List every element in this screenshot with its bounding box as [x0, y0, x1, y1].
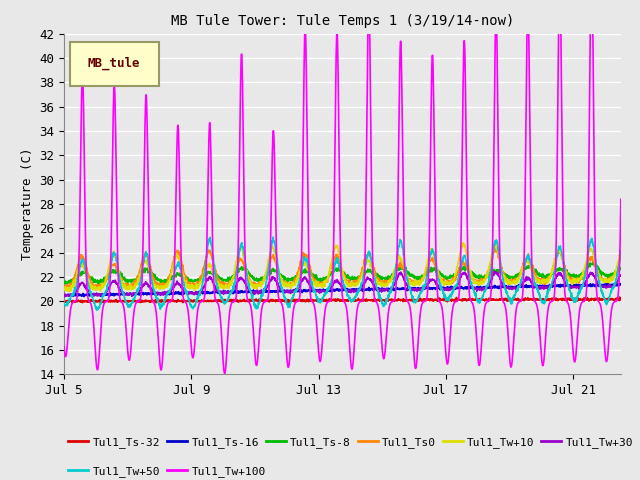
FancyBboxPatch shape [70, 42, 159, 86]
Title: MB Tule Tower: Tule Temps 1 (3/19/14-now): MB Tule Tower: Tule Temps 1 (3/19/14-now… [171, 14, 514, 28]
Text: MB_tule: MB_tule [88, 57, 140, 70]
Y-axis label: Temperature (C): Temperature (C) [20, 148, 34, 260]
Legend: Tul1_Tw+50, Tul1_Tw+100: Tul1_Tw+50, Tul1_Tw+100 [64, 461, 270, 480]
